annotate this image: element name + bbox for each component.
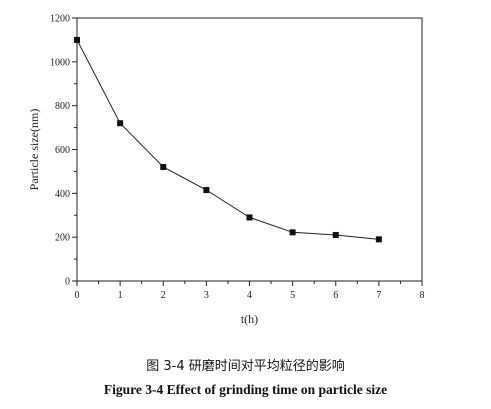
plot-frame [76, 17, 423, 282]
x-tick-label: 3 [204, 290, 209, 301]
figure-caption-english: Figure 3-4 Effect of grinding time on pa… [103, 382, 388, 397]
data-point-marker [332, 231, 339, 238]
y-tick-label: 0 [65, 277, 70, 288]
data-point-marker [74, 36, 80, 43]
data-point-marker [246, 214, 253, 221]
y-tick-label: 1000 [50, 57, 70, 68]
x-tick-label: 4 [247, 290, 252, 301]
series-line [76, 39, 379, 240]
y-tick-label: 1200 [50, 14, 70, 25]
x-tick-label: 2 [161, 290, 166, 301]
data-point-marker [203, 187, 210, 194]
x-tick-label: 7 [376, 290, 381, 301]
x-tick-label: 6 [333, 290, 338, 301]
figure-caption-chinese: 图 3-4 研磨时间对平均粒径的影响 [146, 359, 345, 374]
y-tick-label: 200 [55, 233, 70, 244]
line-chart: 0 1 2 3 4 5 6 7 8 0 200 400 600 800 1000 1200 t(h) Partic… [27, 14, 425, 327]
y-tick-label: 400 [55, 189, 70, 200]
data-point-marker [160, 164, 167, 171]
y-tick-label: 800 [55, 101, 70, 112]
y-axis-label: Particle size(nm) [27, 109, 41, 191]
data-point-marker [375, 236, 382, 243]
x-tick-label: 8 [420, 290, 425, 301]
x-tick-label: 1 [118, 290, 123, 301]
x-axis-label: t(h) [241, 312, 258, 326]
x-tick-label: 5 [290, 290, 295, 301]
y-tick-label: 600 [55, 145, 70, 156]
data-point-marker [289, 229, 296, 236]
data-point-marker [117, 120, 124, 127]
x-tick-label: 0 [75, 290, 80, 301]
